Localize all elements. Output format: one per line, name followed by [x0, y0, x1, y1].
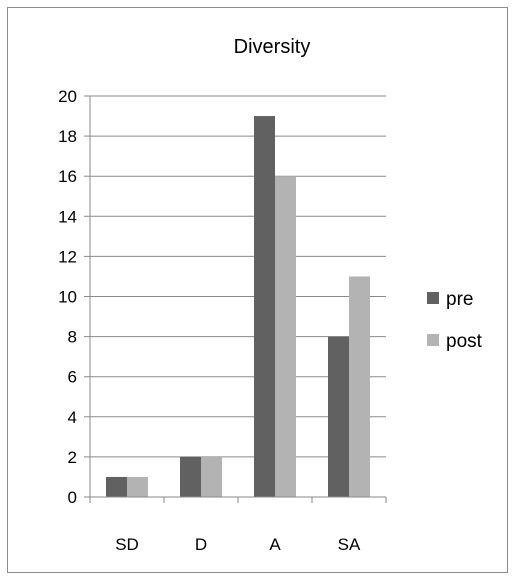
x-tick-label: D	[195, 535, 207, 554]
y-tick-label: 0	[68, 488, 77, 507]
y-tick-label: 2	[68, 448, 77, 467]
legend: pre post	[427, 289, 483, 352]
y-tick-label: 10	[58, 288, 77, 307]
bar-pre-d	[180, 456, 201, 497]
chart-title: Diversity	[234, 36, 311, 58]
bar-post-sd	[127, 476, 148, 497]
x-tick-label: SA	[338, 535, 361, 554]
bar-pre-a	[254, 116, 275, 498]
legend-swatch-post	[427, 334, 439, 346]
bar-post-sa	[349, 276, 370, 497]
bar-pre-sa	[328, 336, 349, 497]
legend-label-post: post	[446, 331, 483, 352]
x-axis-ticks: SD D A SA	[89, 497, 387, 554]
y-tick-label: 8	[68, 328, 77, 347]
bar-pre-sd	[106, 476, 127, 497]
legend-label-pre: pre	[446, 289, 473, 310]
y-tick-label: 4	[68, 408, 77, 427]
legend-swatch-pre	[427, 292, 439, 304]
y-tick-label: 16	[58, 167, 77, 186]
y-tick-label: 20	[58, 87, 77, 106]
y-tick-label: 18	[58, 127, 77, 146]
bars	[106, 116, 370, 498]
x-tick-label: SD	[115, 535, 139, 554]
y-tick-label: 6	[68, 368, 77, 387]
bar-post-a	[275, 176, 296, 497]
y-axis-ticks: 0 2 4 6 8 10 12 14 16 18 20	[58, 87, 90, 507]
x-tick-label: A	[269, 535, 281, 554]
y-tick-label: 14	[58, 207, 77, 226]
y-tick-label: 12	[58, 247, 77, 266]
bar-post-d	[201, 456, 222, 497]
